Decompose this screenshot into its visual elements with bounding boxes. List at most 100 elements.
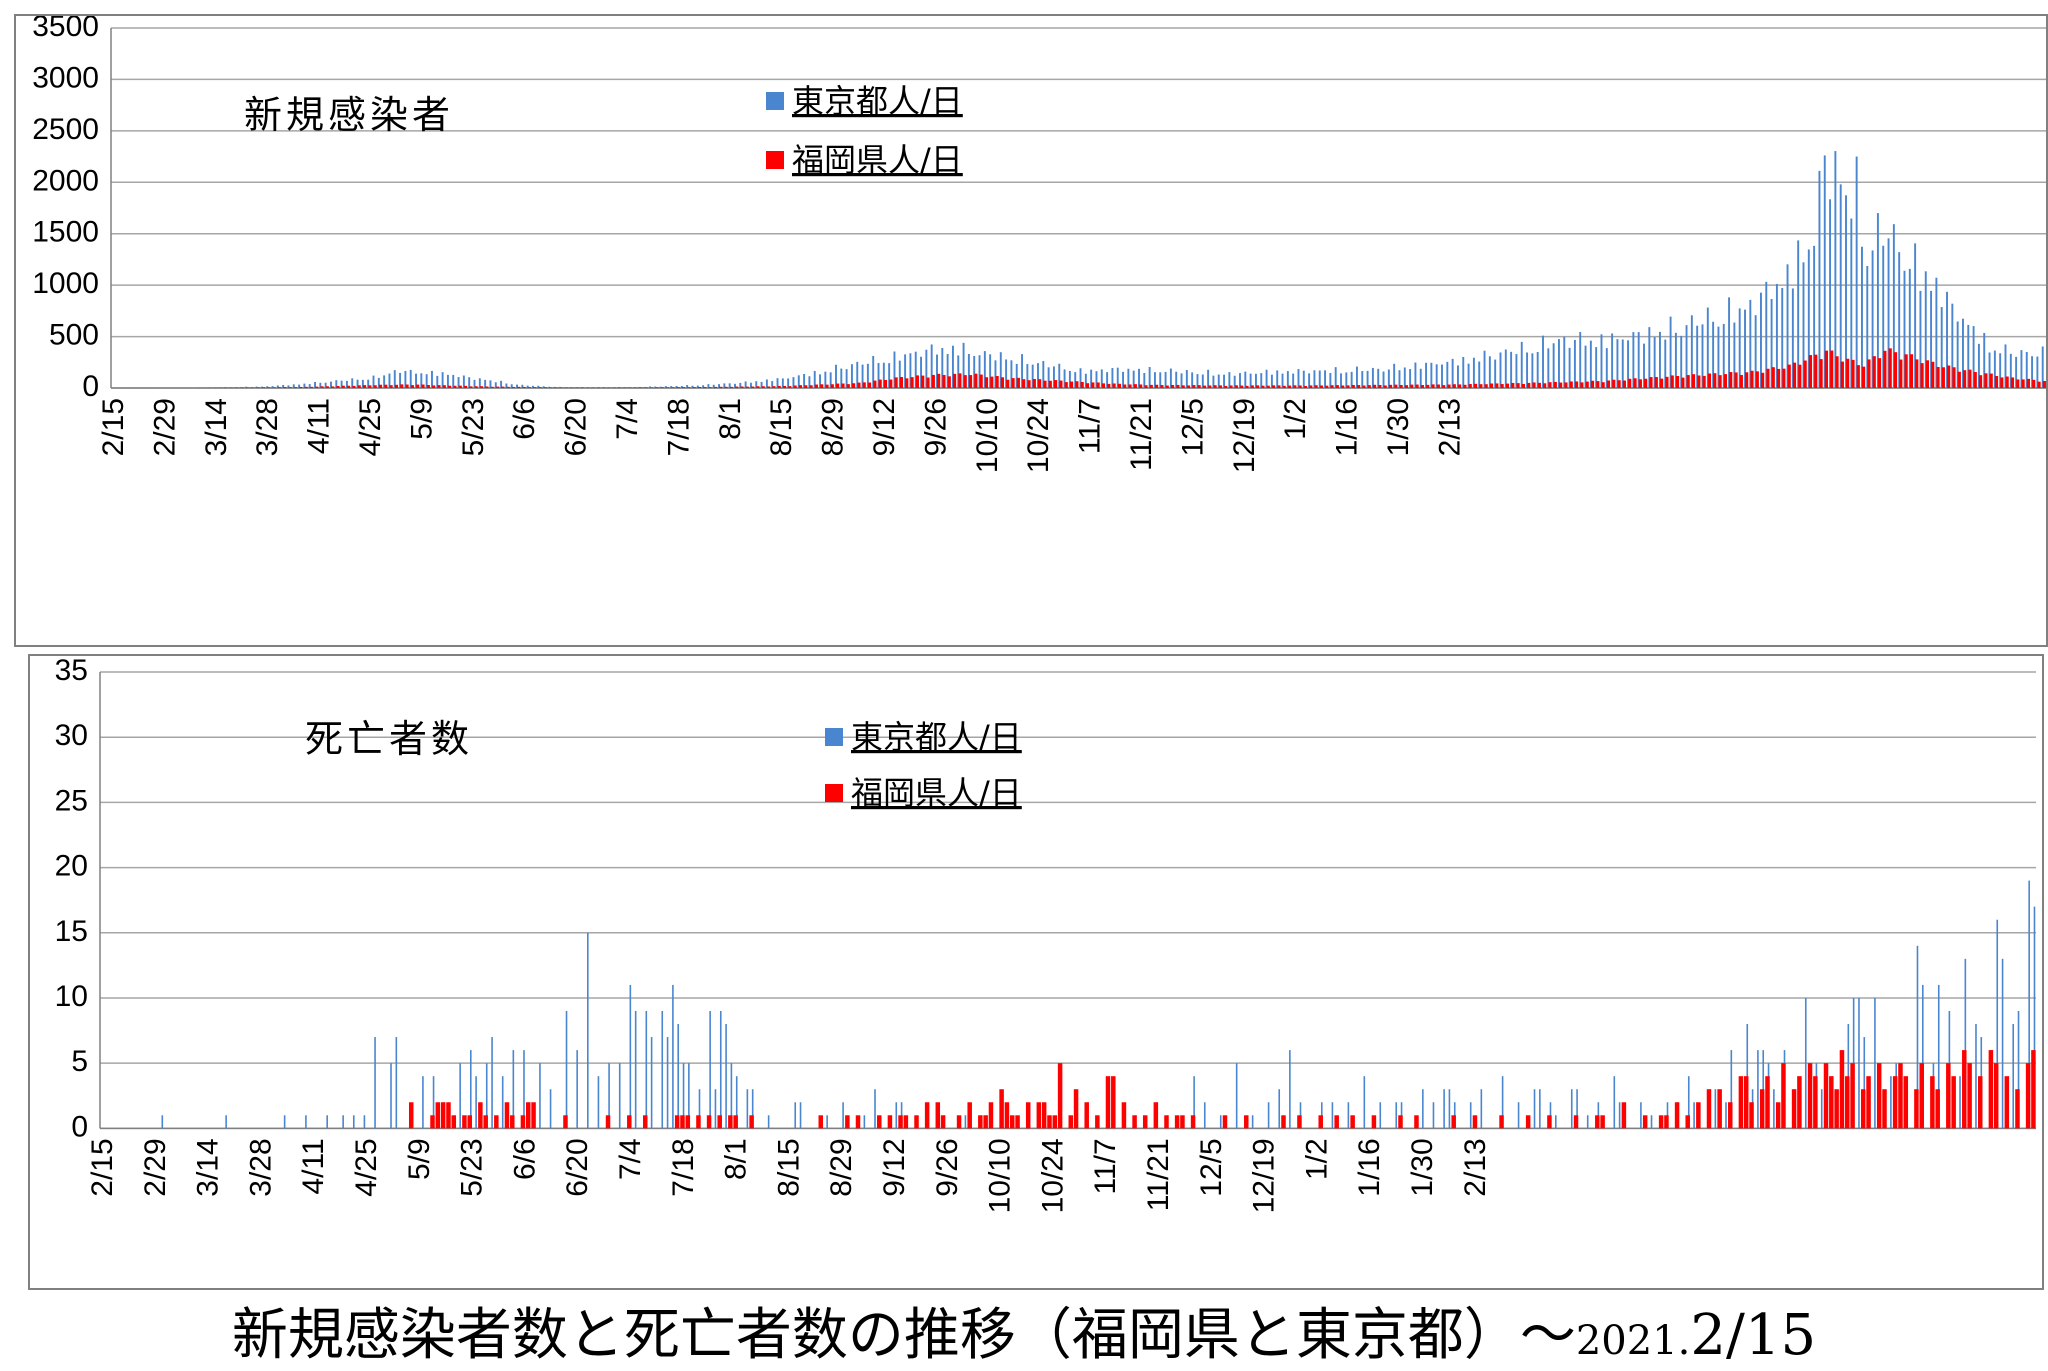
legend-swatch-fukuoka (825, 784, 843, 802)
bar-fukuoka (1218, 385, 1222, 388)
bar-tokyo (539, 1063, 541, 1129)
bar-fukuoka (1883, 350, 1887, 388)
bar-fukuoka (447, 385, 452, 388)
bar-fukuoka (1935, 1089, 1940, 1129)
bar-tokyo (1744, 309, 1746, 388)
bar-tokyo (569, 387, 572, 388)
bar-tokyo (1616, 339, 1619, 388)
bar-tokyo (941, 348, 944, 388)
bar-fukuoka (352, 385, 356, 388)
bar-tokyo (213, 387, 215, 388)
bar-tokyo (1196, 374, 1199, 388)
bar-tokyo (1409, 369, 1412, 388)
bar-tokyo (1276, 370, 1279, 388)
bar-fukuoka (798, 385, 803, 388)
bar-tokyo (1802, 262, 1805, 388)
bar-fukuoka (1548, 382, 1552, 388)
bar-fukuoka (478, 1102, 483, 1129)
x-tick-label: 1/30 (1406, 1138, 1439, 1196)
bar-tokyo (597, 1076, 600, 1129)
bar-tokyo (1084, 373, 1087, 388)
x-tick-label: 4/25 (350, 1138, 383, 1196)
bar-fukuoka (2031, 1050, 2036, 1129)
bar-fukuoka (1952, 367, 1956, 388)
bar-fukuoka (1840, 361, 1844, 388)
bar-fukuoka (1111, 1076, 1116, 1129)
bar-tokyo (1289, 1050, 1291, 1129)
bar-fukuoka (1505, 383, 1510, 388)
bar-fukuoka (495, 386, 500, 388)
y-tick-label: 5 (71, 1045, 88, 1078)
bar-tokyo (324, 382, 327, 388)
bar-fukuoka (1612, 379, 1616, 388)
legend-label-fukuoka: 福岡県人/日 (851, 774, 1022, 812)
bar-fukuoka (1415, 384, 1419, 388)
bar-fukuoka (1898, 1063, 1903, 1129)
bar-tokyo (702, 385, 705, 388)
bar-tokyo (1653, 337, 1656, 388)
bar-fukuoka (627, 1115, 632, 1129)
bar-fukuoka (517, 386, 521, 388)
bar-fukuoka (1803, 360, 1807, 388)
bar-fukuoka (1234, 385, 1238, 388)
bar-fukuoka (1893, 352, 1898, 388)
bar-tokyo (565, 1010, 568, 1129)
bar-tokyo (276, 385, 279, 388)
bar-tokyo (432, 1076, 435, 1129)
bar-tokyo (1775, 283, 1778, 388)
bar-tokyo (1898, 252, 1901, 388)
bar-tokyo (1797, 240, 1800, 388)
bar-fukuoka (315, 386, 319, 388)
bar-fukuoka (1702, 375, 1706, 388)
bar-fukuoka (410, 385, 414, 388)
bar-fukuoka (1015, 1115, 1020, 1129)
bar-tokyo (374, 1037, 376, 1129)
bar-tokyo (1924, 271, 1927, 388)
bar-tokyo (1363, 1076, 1366, 1129)
bar-tokyo (1100, 369, 1103, 388)
bar-tokyo (1687, 1076, 1690, 1129)
bar-tokyo (1387, 369, 1390, 388)
bar-tokyo (946, 353, 949, 388)
bar-fukuoka (421, 384, 425, 388)
bar-tokyo (1058, 363, 1061, 388)
bar-fukuoka (772, 386, 776, 388)
bar-fukuoka (766, 386, 771, 388)
bar-fukuoka (749, 1115, 754, 1129)
bar-fukuoka (520, 1115, 526, 1129)
bar-fukuoka (245, 387, 250, 388)
bar-tokyo (617, 387, 619, 388)
bar-fukuoka (1984, 373, 1988, 388)
x-tick-label: 2/29 (139, 1138, 172, 1196)
bar-fukuoka (1829, 1076, 1834, 1129)
x-tick-label: 1/2 (1300, 1138, 1333, 1180)
bar-fukuoka (400, 384, 404, 388)
bar-fukuoka (1525, 1115, 1531, 1129)
bar-fukuoka (681, 387, 686, 388)
bar-fukuoka (1255, 385, 1260, 388)
y-tick-label: 1000 (32, 267, 99, 300)
bar-fukuoka (1697, 375, 1701, 388)
bar-fukuoka (1004, 1102, 1010, 1129)
bar-tokyo (1021, 354, 1024, 388)
bar-fukuoka (963, 375, 967, 388)
caption-main: 新規感染者数と死亡者数の推移（福岡県と東京都）～ (231, 1303, 1576, 1368)
bar-tokyo (1504, 349, 1507, 388)
bar-fukuoka (692, 387, 696, 388)
y-tick-label: 2500 (32, 113, 99, 146)
bar-fukuoka (1532, 382, 1536, 388)
bar-tokyo (1095, 371, 1098, 388)
bar-fukuoka (1139, 384, 1143, 388)
bar-fukuoka (1096, 382, 1100, 388)
bar-tokyo (1746, 1024, 1749, 1129)
x-tick-label: 10/10 (984, 1138, 1017, 1213)
bar-fukuoka (1717, 1089, 1722, 1129)
bar-tokyo (1951, 303, 1954, 388)
bar-fukuoka (1176, 384, 1180, 388)
bar-tokyo (1536, 351, 1539, 388)
bar-fukuoka (1378, 384, 1382, 388)
bar-tokyo (661, 1010, 664, 1129)
bar-tokyo (688, 1063, 690, 1129)
bar-tokyo (1251, 1115, 1254, 1129)
bar-fukuoka (2025, 1063, 2031, 1129)
